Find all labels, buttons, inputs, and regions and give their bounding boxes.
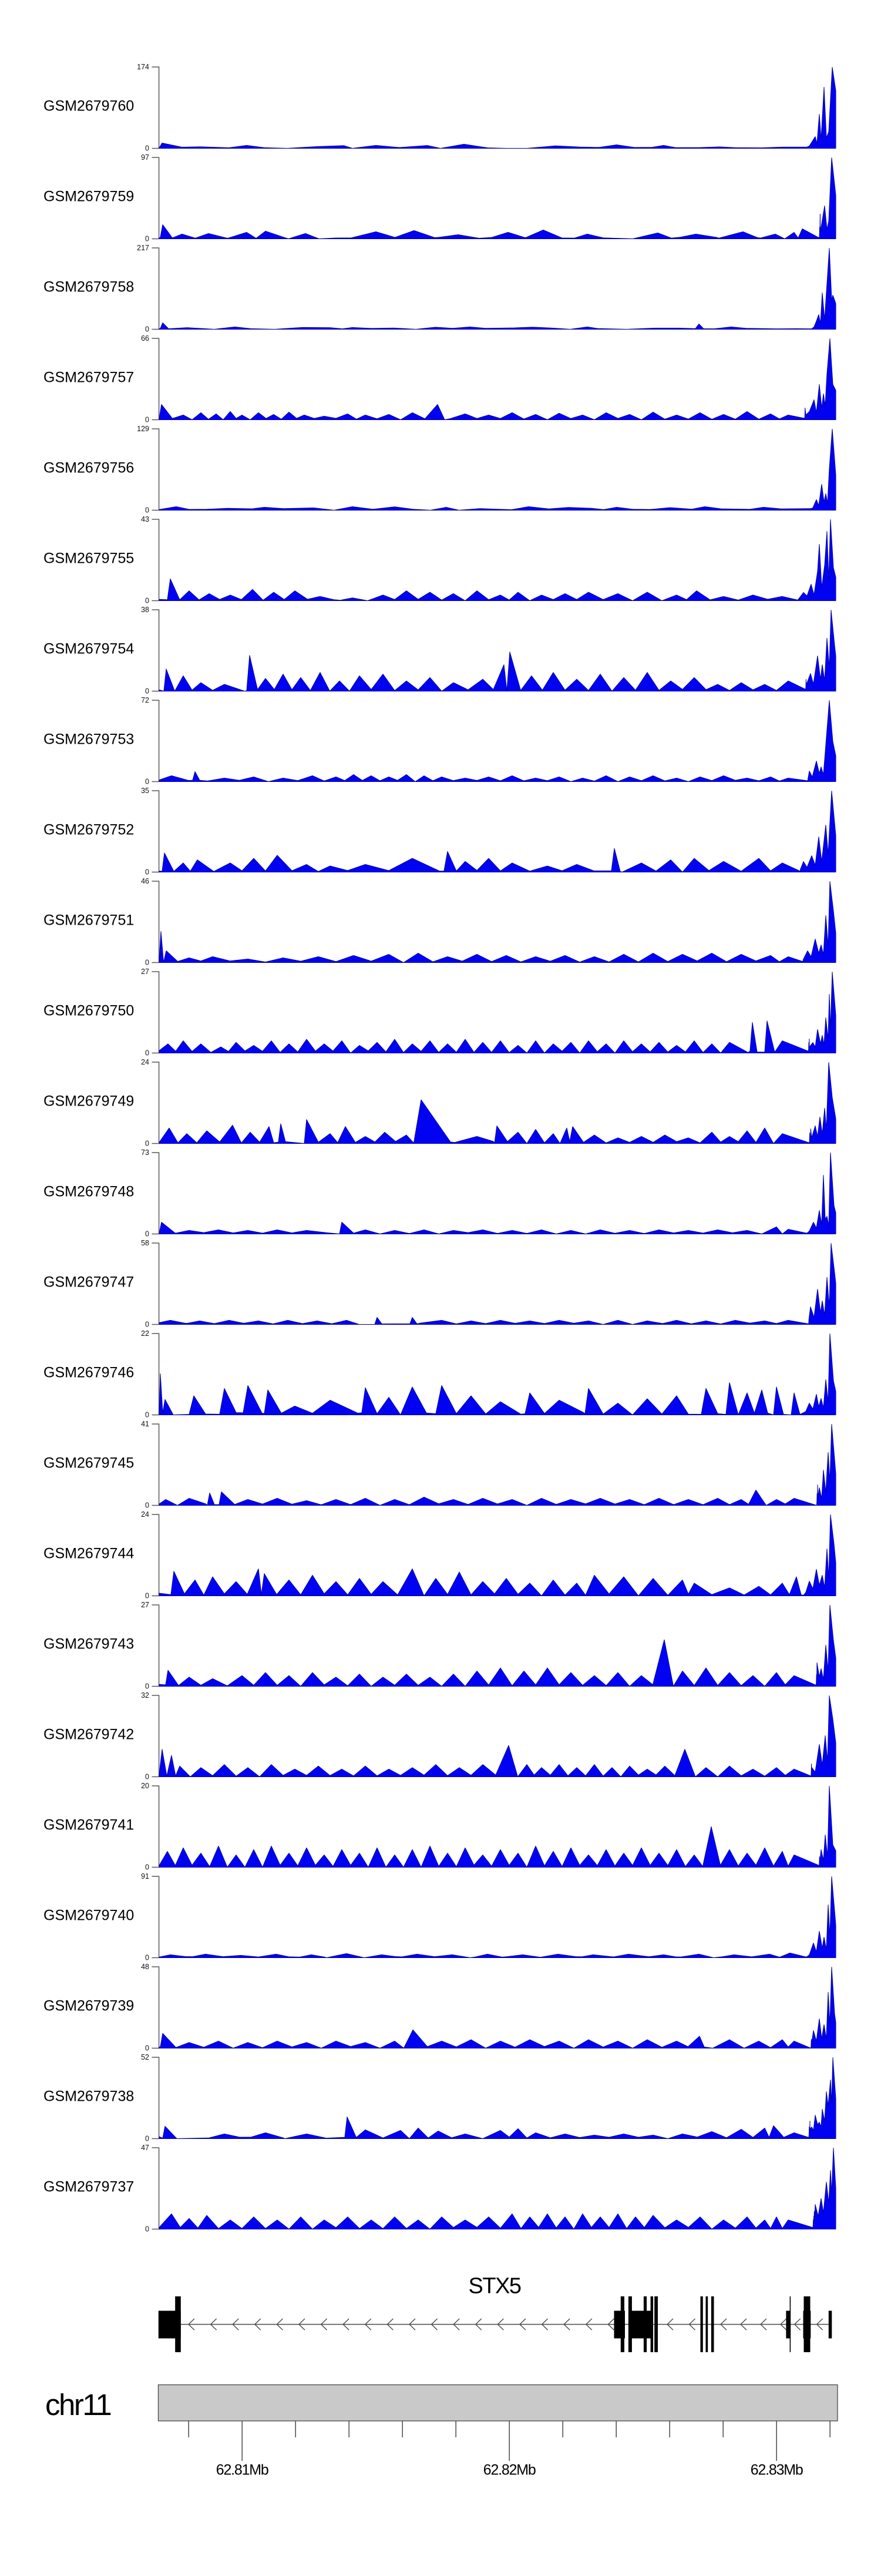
- svg-text:0: 0: [145, 2044, 149, 2053]
- svg-text:GSM2679737: GSM2679737: [43, 2179, 134, 2195]
- svg-text:0: 0: [145, 597, 149, 605]
- svg-text:0: 0: [145, 1049, 149, 1057]
- svg-text:0: 0: [145, 1321, 149, 1329]
- svg-text:27: 27: [141, 1601, 149, 1609]
- svg-text:32: 32: [141, 1691, 149, 1700]
- svg-text:GSM2679746: GSM2679746: [43, 1365, 134, 1381]
- svg-text:0: 0: [145, 1502, 149, 1510]
- svg-text:129: 129: [137, 425, 149, 433]
- svg-text:58: 58: [141, 1239, 149, 1247]
- svg-text:GSM2679758: GSM2679758: [43, 279, 134, 295]
- svg-text:62.81Mb: 62.81Mb: [216, 2462, 268, 2478]
- svg-text:GSM2679747: GSM2679747: [43, 1274, 134, 1291]
- svg-text:43: 43: [141, 515, 149, 523]
- svg-text:22: 22: [141, 1329, 149, 1338]
- svg-text:GSM2679754: GSM2679754: [43, 641, 134, 657]
- svg-text:0: 0: [145, 2225, 149, 2234]
- svg-text:73: 73: [141, 1148, 149, 1157]
- svg-text:GSM2679748: GSM2679748: [43, 1184, 134, 1200]
- svg-text:62.83Mb: 62.83Mb: [751, 2462, 803, 2478]
- svg-text:GSM2679744: GSM2679744: [43, 1546, 134, 1562]
- svg-text:217: 217: [137, 244, 149, 252]
- svg-text:GSM2679741: GSM2679741: [43, 1817, 134, 1833]
- svg-text:GSM2679740: GSM2679740: [43, 1907, 134, 1924]
- svg-text:38: 38: [141, 606, 149, 614]
- svg-text:66: 66: [141, 334, 149, 342]
- svg-text:20: 20: [141, 1782, 149, 1790]
- svg-text:27: 27: [141, 968, 149, 976]
- svg-text:GSM2679756: GSM2679756: [43, 460, 134, 476]
- svg-text:48: 48: [141, 1963, 149, 1971]
- svg-text:35: 35: [141, 787, 149, 795]
- svg-text:0: 0: [145, 778, 149, 786]
- svg-text:0: 0: [145, 416, 149, 424]
- svg-text:24: 24: [141, 1510, 149, 1519]
- svg-text:0: 0: [145, 506, 149, 515]
- svg-text:GSM2679759: GSM2679759: [43, 189, 134, 205]
- svg-text:GSM2679745: GSM2679745: [43, 1455, 134, 1472]
- svg-text:0: 0: [145, 1863, 149, 1872]
- svg-text:GSM2679739: GSM2679739: [43, 1998, 134, 2014]
- svg-text:47: 47: [141, 2144, 149, 2152]
- svg-text:0: 0: [145, 325, 149, 334]
- svg-text:STX5: STX5: [468, 2274, 520, 2299]
- svg-text:52: 52: [141, 2053, 149, 2061]
- svg-text:0: 0: [145, 1773, 149, 1781]
- svg-text:72: 72: [141, 696, 149, 704]
- svg-text:GSM2679751: GSM2679751: [43, 912, 134, 929]
- svg-text:174: 174: [137, 63, 149, 71]
- svg-text:0: 0: [145, 1140, 149, 1148]
- svg-text:91: 91: [141, 1872, 149, 1880]
- svg-text:GSM2679750: GSM2679750: [43, 1003, 134, 1019]
- svg-text:chr11: chr11: [45, 2388, 110, 2421]
- svg-text:0: 0: [145, 235, 149, 243]
- svg-text:46: 46: [141, 877, 149, 885]
- svg-text:0: 0: [145, 687, 149, 696]
- svg-text:GSM2679749: GSM2679749: [43, 1093, 134, 1110]
- svg-text:0: 0: [145, 1682, 149, 1691]
- svg-text:0: 0: [145, 1592, 149, 1600]
- svg-text:GSM2679757: GSM2679757: [43, 370, 134, 386]
- svg-text:GSM2679755: GSM2679755: [43, 550, 134, 567]
- svg-text:0: 0: [145, 959, 149, 967]
- svg-text:24: 24: [141, 1058, 149, 1066]
- svg-text:GSM2679753: GSM2679753: [43, 731, 134, 748]
- svg-text:0: 0: [145, 868, 149, 876]
- svg-text:GSM2679760: GSM2679760: [43, 98, 134, 115]
- svg-text:GSM2679743: GSM2679743: [43, 1636, 134, 1653]
- svg-text:GSM2679738: GSM2679738: [43, 2088, 134, 2105]
- svg-text:0: 0: [145, 2135, 149, 2143]
- svg-text:41: 41: [141, 1420, 149, 1428]
- svg-text:0: 0: [145, 1230, 149, 1238]
- svg-text:0: 0: [145, 1954, 149, 1962]
- svg-text:GSM2679752: GSM2679752: [43, 822, 134, 838]
- svg-text:97: 97: [141, 153, 149, 162]
- svg-text:GSM2679742: GSM2679742: [43, 1727, 134, 1743]
- svg-text:0: 0: [145, 145, 149, 153]
- svg-text:0: 0: [145, 1411, 149, 1419]
- svg-text:62.82Mb: 62.82Mb: [483, 2462, 536, 2478]
